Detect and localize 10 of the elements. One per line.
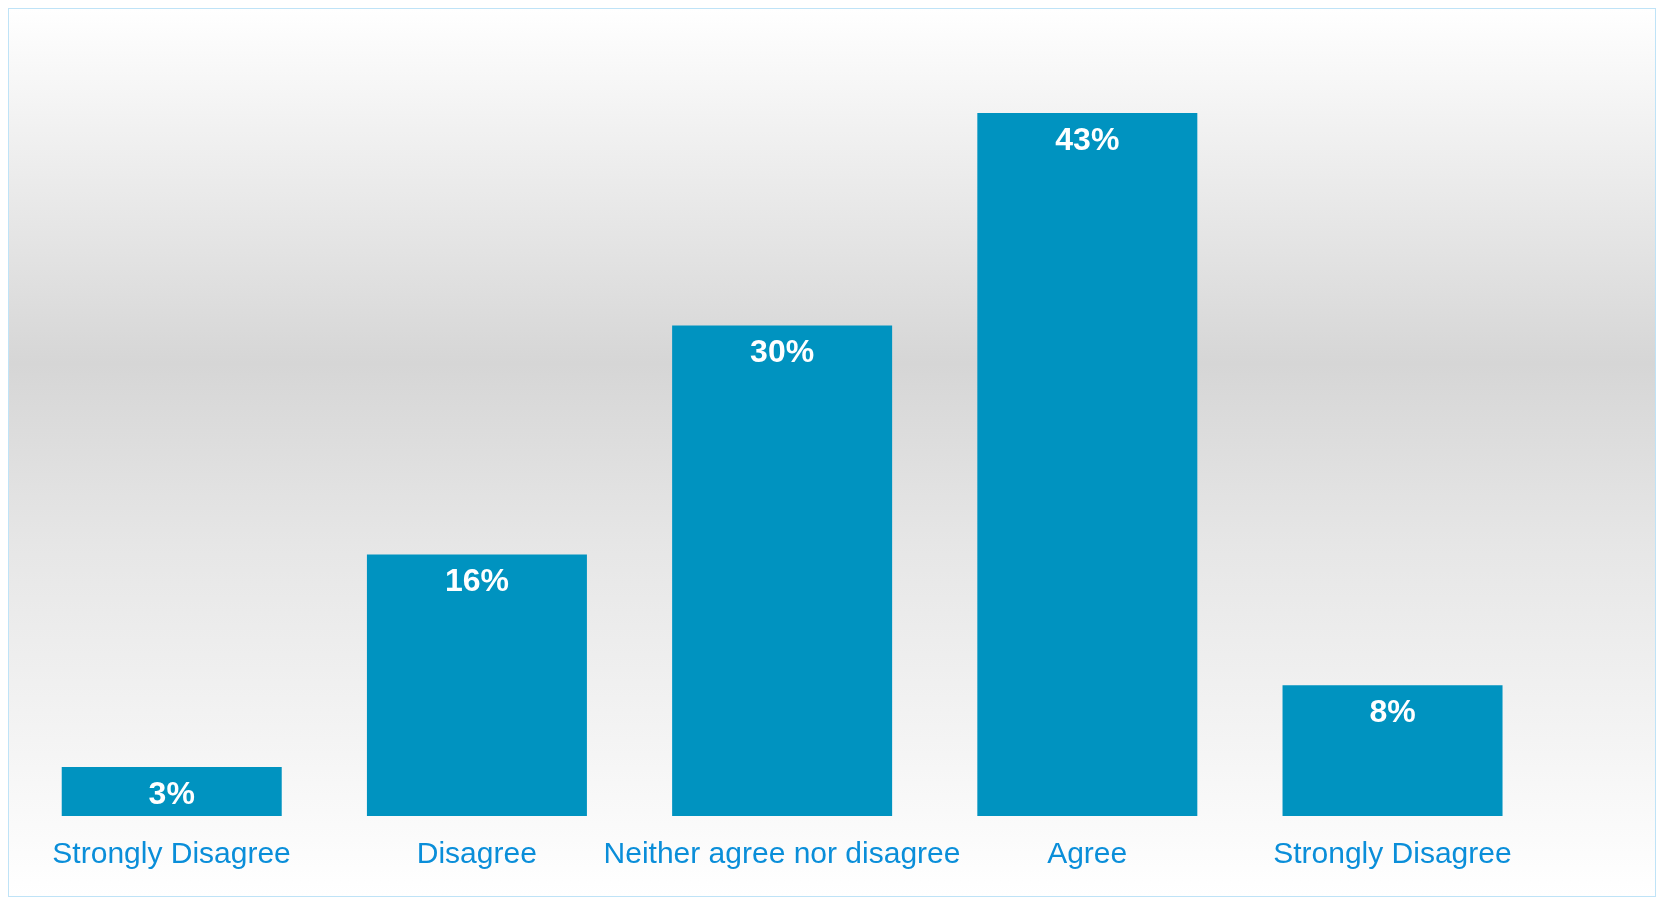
data-label: 30% bbox=[750, 333, 815, 370]
x-tick-label: Neither agree nor disagree bbox=[603, 836, 961, 870]
x-tick-label: Strongly Disagree bbox=[52, 836, 291, 870]
data-label: 16% bbox=[444, 562, 509, 599]
x-tick-label: Strongly Disagree bbox=[1273, 836, 1512, 870]
x-tick-label: Disagree bbox=[416, 836, 537, 870]
data-label: 8% bbox=[1369, 692, 1416, 729]
data-label: 43% bbox=[1055, 120, 1120, 157]
data-label: 3% bbox=[148, 774, 195, 811]
x-tick-label: Agree bbox=[1047, 836, 1128, 870]
